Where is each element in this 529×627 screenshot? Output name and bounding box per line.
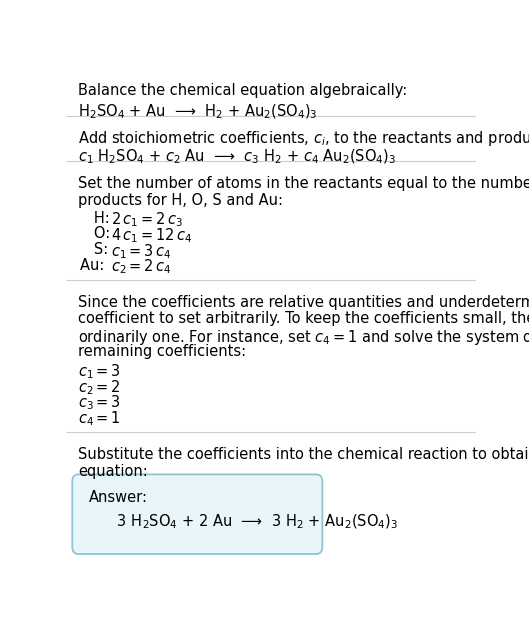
Text: $c_1 = 3$: $c_1 = 3$ (78, 362, 121, 381)
Text: $c_2 = 2$: $c_2 = 2$ (78, 378, 121, 396)
Text: Since the coefficients are relative quantities and underdetermined, choose a: Since the coefficients are relative quan… (78, 295, 529, 310)
Text: $c_4 = 1$: $c_4 = 1$ (78, 409, 121, 428)
Text: Add stoichiometric coefficients, $c_i$, to the reactants and products:: Add stoichiometric coefficients, $c_i$, … (78, 129, 529, 148)
Text: 3 H$_2$SO$_4$ + 2 Au  ⟶  3 H$_2$ + Au$_2$(SO$_4$)$_3$: 3 H$_2$SO$_4$ + 2 Au ⟶ 3 H$_2$ + Au$_2$(… (89, 513, 398, 532)
Text: Au:: Au: (80, 258, 110, 273)
Text: Substitute the coefficients into the chemical reaction to obtain the balanced: Substitute the coefficients into the che… (78, 447, 529, 462)
Text: $4\,c_1 = 12\,c_4$: $4\,c_1 = 12\,c_4$ (111, 226, 193, 245)
Text: coefficient to set arbitrarily. To keep the coefficients small, the arbitrary va: coefficient to set arbitrarily. To keep … (78, 312, 529, 327)
Text: Set the number of atoms in the reactants equal to the number of atoms in the: Set the number of atoms in the reactants… (78, 176, 529, 191)
FancyBboxPatch shape (72, 475, 322, 554)
Text: O:: O: (80, 226, 115, 241)
Text: Answer:: Answer: (89, 490, 148, 505)
Text: equation:: equation: (78, 464, 148, 479)
Text: $c_1$ H$_2$SO$_4$ + $c_2$ Au  ⟶  $c_3$ H$_2$ + $c_4$ Au$_2$(SO$_4$)$_3$: $c_1$ H$_2$SO$_4$ + $c_2$ Au ⟶ $c_3$ H$_… (78, 148, 397, 166)
Text: $c_2 = 2\,c_4$: $c_2 = 2\,c_4$ (111, 258, 172, 277)
Text: $c_1 = 3\,c_4$: $c_1 = 3\,c_4$ (111, 242, 172, 261)
Text: remaining coefficients:: remaining coefficients: (78, 344, 247, 359)
Text: S:: S: (80, 242, 113, 257)
Text: $c_3 = 3$: $c_3 = 3$ (78, 394, 121, 413)
Text: ordinarily one. For instance, set $c_4 = 1$ and solve the system of equations fo: ordinarily one. For instance, set $c_4 =… (78, 328, 529, 347)
Text: $2\,c_1 = 2\,c_3$: $2\,c_1 = 2\,c_3$ (111, 211, 183, 229)
Text: products for H, O, S and Au:: products for H, O, S and Au: (78, 192, 284, 208)
Text: H$_2$SO$_4$ + Au  ⟶  H$_2$ + Au$_2$(SO$_4$)$_3$: H$_2$SO$_4$ + Au ⟶ H$_2$ + Au$_2$(SO$_4$… (78, 102, 318, 120)
Text: Balance the chemical equation algebraically:: Balance the chemical equation algebraica… (78, 83, 408, 98)
Text: H:: H: (80, 211, 115, 226)
